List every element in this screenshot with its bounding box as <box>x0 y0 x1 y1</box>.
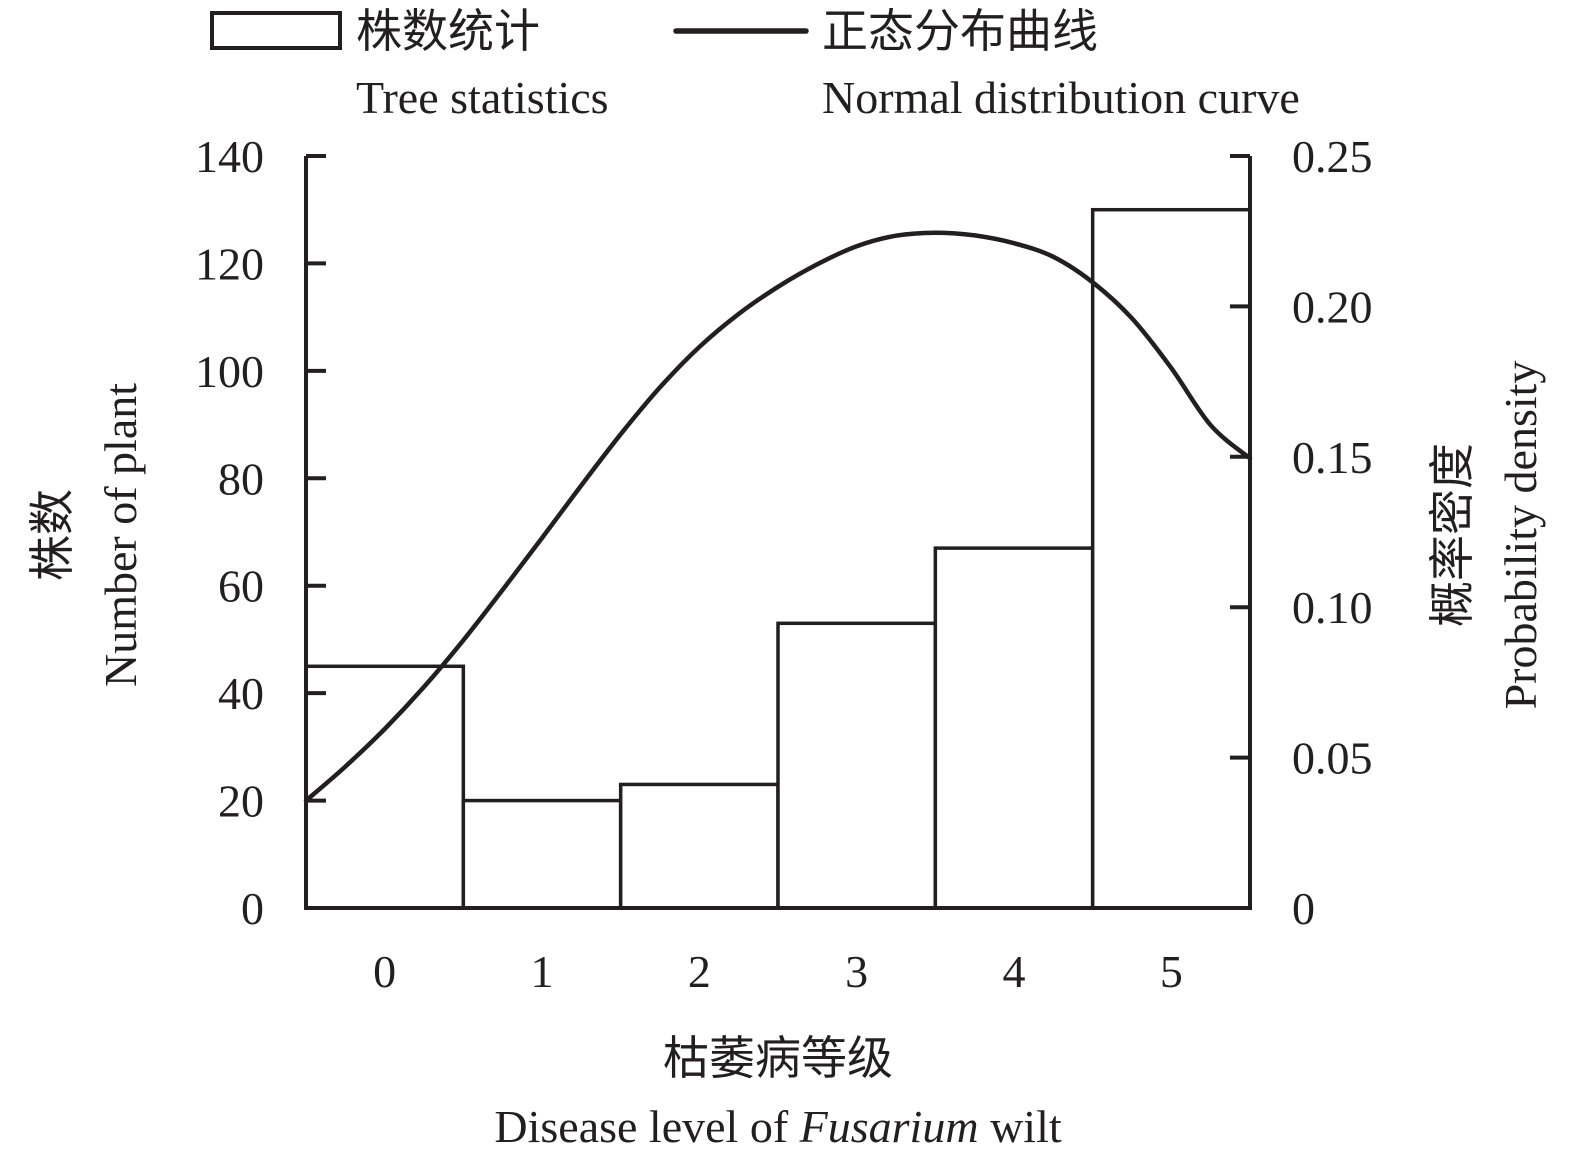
legend: 株数统计 Tree statistics 正态分布曲线 Normal distr… <box>210 6 1300 123</box>
left-y-tick-label: 40 <box>218 668 264 719</box>
x-axis-title-en-suffix: wilt <box>979 1101 1062 1152</box>
bar-1 <box>461 798 623 910</box>
x-ticks: 0 1 2 3 4 5 <box>373 946 1183 997</box>
bar-series <box>304 207 1252 910</box>
right-y-ticks: 0 0.05 0.10 0.15 0.20 0.25 <box>1230 131 1373 934</box>
right-y-tick-label: 0.25 <box>1292 131 1373 182</box>
bar-2 <box>618 782 780 910</box>
x-axis-title-zh: 枯萎病等级 <box>663 1033 893 1084</box>
bar-4 <box>933 546 1095 910</box>
left-y-ticks: 0 20 40 60 80 100 120 140 <box>195 131 326 934</box>
axes <box>304 156 1252 910</box>
right-y-tick-label: 0.05 <box>1292 733 1373 784</box>
left-y-tick-label: 140 <box>195 131 264 182</box>
left-y-tick-label: 80 <box>218 453 264 504</box>
x-tick-label: 5 <box>1160 946 1183 997</box>
x-tick-label: 4 <box>1003 946 1026 997</box>
normal-distribution-curve <box>303 230 1253 803</box>
x-axis-title-en: Disease level of Fusarium wilt <box>494 1101 1061 1152</box>
left-y-tick-label: 100 <box>195 346 264 397</box>
left-y-tick-label: 120 <box>195 238 264 289</box>
left-y-axis-title-zh: 株数 <box>27 489 78 581</box>
right-y-axis-title-zh: 概率密度 <box>1427 443 1478 627</box>
legend-bar-label-zh: 株数统计 <box>356 6 540 57</box>
right-y-tick-label: 0.20 <box>1292 281 1373 332</box>
x-axis-title-en-italic: Fusarium <box>799 1101 979 1152</box>
x-tick-label: 0 <box>373 946 396 997</box>
left-y-tick-label: 20 <box>218 776 264 827</box>
bar-5 <box>1090 207 1252 910</box>
right-y-tick-label: 0 <box>1292 883 1315 934</box>
bar-0 <box>304 664 466 910</box>
left-y-tick-label: 0 <box>241 883 264 934</box>
bar-3 <box>776 621 938 910</box>
right-y-tick-label: 0.15 <box>1292 432 1373 483</box>
legend-bar-swatch <box>210 11 342 50</box>
right-y-tick-label: 0.10 <box>1292 582 1373 633</box>
right-y-axis-title-en: Probability density <box>1495 361 1546 710</box>
legend-line-label-zh: 正态分布曲线 <box>822 6 1098 57</box>
x-tick-label: 3 <box>845 946 868 997</box>
legend-line-label-en: Normal distribution curve <box>822 72 1300 123</box>
x-axis-title-en-prefix: Disease level of <box>494 1101 799 1152</box>
legend-bar-label-en: Tree statistics <box>356 72 609 123</box>
x-tick-label: 1 <box>531 946 554 997</box>
x-tick-label: 2 <box>688 946 711 997</box>
left-y-tick-label: 60 <box>218 561 264 612</box>
left-y-axis-title-en: Number of plant <box>95 383 146 687</box>
